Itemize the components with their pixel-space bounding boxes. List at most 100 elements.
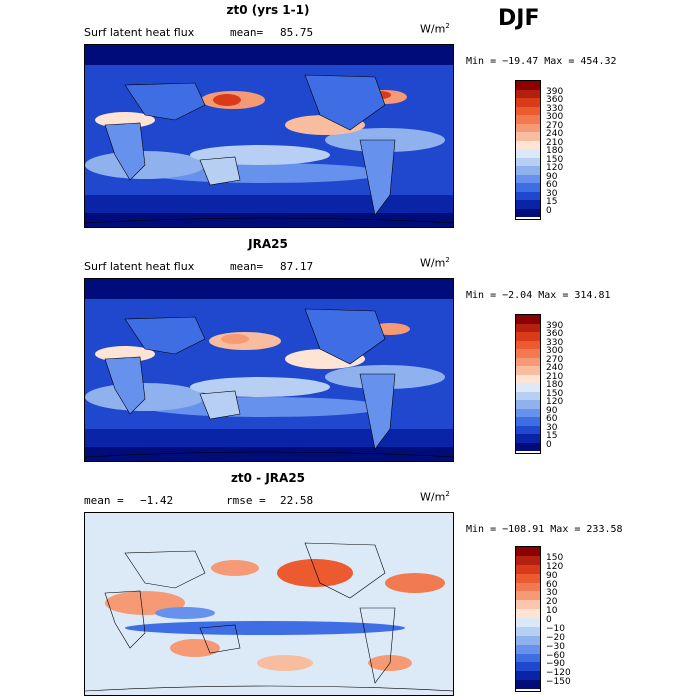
panel1-colorbar-tick-label: 390 [546,86,564,97]
panel3-title: zt0 - JRA25 [230,471,306,485]
panel2-title: JRA25 [248,237,288,251]
panel2-colorbar-tick-label: 360 [546,329,564,339]
panel3-colorbar-swatch [516,680,540,689]
panel3-colorbar-tick-label: −120 [546,668,571,679]
panel2-colorbar-tick-label: 210 [546,371,564,382]
panel2-colorbar-swatch [516,391,540,400]
panel1-map-svg [85,45,453,227]
panel1-colorbar-tick-label: 360 [546,95,564,105]
panel2-colorbar-tick-label: 120 [546,397,564,407]
panel3-colorbar-swatch [516,653,540,663]
panel2-mean-label: mean= [230,260,264,273]
panel1-colorbar-tick-label: 180 [546,146,564,156]
panel3-colorbar-swatch [516,582,540,592]
panel2-colorbar-swatch [516,340,540,349]
panel2-mean-value: 87.17 [280,260,314,273]
panel3-colorbar-swatch [516,573,540,583]
panel1-title: zt0 (yrs 1-1) [226,3,310,17]
panel3-colorbar-swatch [516,662,540,672]
panel2-minmax: Min = −2.04 Max = 314.81 [466,290,611,301]
panel1-colorbar-swatch [516,191,540,200]
panel3-map-svg [85,513,453,695]
panel2-colorbar-swatch [516,425,540,434]
panel3-colorbar-swatch [516,626,540,636]
panel2-colorbar-swatch [516,332,540,341]
panel1-colorbar [515,80,541,220]
panel1-colorbar-swatch [516,166,540,175]
panel3-units: W/m2 [420,490,450,504]
panel2-colorbar-tick-label: 270 [546,354,564,365]
panel3-colorbar-swatch [516,547,540,556]
panel1-colorbar-tick-label: 210 [546,137,564,148]
panel3-colorbar-tick-label: −90 [546,659,565,670]
panel3-colorbar-swatch [516,600,540,610]
panel3-colorbar-tick-label: −20 [546,632,565,643]
panel3-colorbar-tick-label: 10 [546,606,558,617]
panel3-colorbar-swatch [516,609,540,618]
panel2-colorbar [515,314,541,454]
panel2-units: W/m2 [420,256,450,270]
panel1-mean-label: mean= [230,26,264,39]
panel1-colorbar-tick-label: 270 [546,120,564,131]
panel2-colorbar-swatch [516,434,540,443]
panel1-colorbar-tick-label: 90 [546,171,558,182]
panel3-colorbar-tick-label: 30 [546,588,558,599]
panel3-colorbar-tick-label: 20 [546,597,558,608]
panel3-minmax: Min = −108.91 Max = 233.58 [466,524,623,535]
panel2-map [84,278,454,462]
panel1-colorbar-tick-label: 240 [546,129,564,139]
panel2-colorbar-tick-label: 0 [546,439,552,450]
panel2-colorbar-swatch [516,374,540,383]
panel1-colorbar-swatch [516,132,540,141]
panel2-map-svg [85,279,453,461]
panel1-colorbar-tick-label: 15 [546,197,558,207]
panel1-colorbar-swatch [516,89,540,98]
panel2-colorbar-swatch [516,323,540,332]
panel3-mean-label: mean = [84,494,124,507]
panel2-colorbar-swatch [516,417,540,426]
panel1-units: W/m2 [420,22,450,36]
panel2-colorbar-tick-label: 150 [546,388,564,399]
panel3-colorbar [515,546,541,692]
panel3-rmse-value: 22.58 [280,494,314,507]
panel3-colorbar-tick-label: 90 [546,570,558,581]
panel3-colorbar-tick-label: −60 [546,650,565,661]
panel1-colorbar-swatch [516,115,540,124]
panel1-colorbar-swatch [516,208,540,217]
panel3-colorbar-tick-label: −150 [546,677,571,688]
panel2-colorbar-swatch [516,357,540,366]
panel3-colorbar-tick-label: 60 [546,579,558,590]
panel1-colorbar-tick-label: 330 [546,103,564,114]
panel3-map [84,512,454,696]
panel2-colorbar-swatch [516,383,540,392]
panel1-mean-value: 85.75 [280,26,314,39]
panel2-colorbar-tick-label: 180 [546,380,564,390]
panel2-colorbar-swatch [516,349,540,358]
panel1-colorbar-tick-label: 0 [546,205,552,216]
panel3-colorbar-swatch [516,591,540,601]
panel3-mean-value: −1.42 [140,494,174,507]
panel2-colorbar-tick-label: 300 [546,346,564,356]
panel3-colorbar-tick-label: −30 [546,641,565,652]
panel2-colorbar-tick-label: 30 [546,422,558,433]
panel1-colorbar-tick-label: 150 [546,154,564,165]
panel3-colorbar-swatch [516,671,540,681]
panel3-rmse-label: rmse = [226,494,266,507]
panel1-colorbar-swatch [516,140,540,149]
panel3-colorbar-swatch [516,635,540,645]
panel1-variable-label: Surf latent heat flux [84,26,195,39]
panel1-colorbar-tick-label: 300 [546,112,564,122]
panel1-colorbar-swatch [516,200,540,209]
panel1-colorbar-swatch [516,174,540,183]
panel2-colorbar-swatch [516,408,540,417]
panel1-colorbar-swatch [516,98,540,107]
panel3-colorbar-tick-label: 120 [546,561,564,572]
panel1-colorbar-swatch [516,149,540,158]
panel3-colorbar-tick-label: −10 [546,623,565,634]
panel1-colorbar-swatch [516,157,540,166]
panel1-minmax: Min = −19.47 Max = 454.32 [466,56,617,67]
panel1-colorbar-swatch [516,106,540,115]
panel3-colorbar-tick-label: 150 [546,552,564,563]
panel2-colorbar-tick-label: 240 [546,363,564,373]
panel3-colorbar-tick-label: 0 [546,615,552,625]
